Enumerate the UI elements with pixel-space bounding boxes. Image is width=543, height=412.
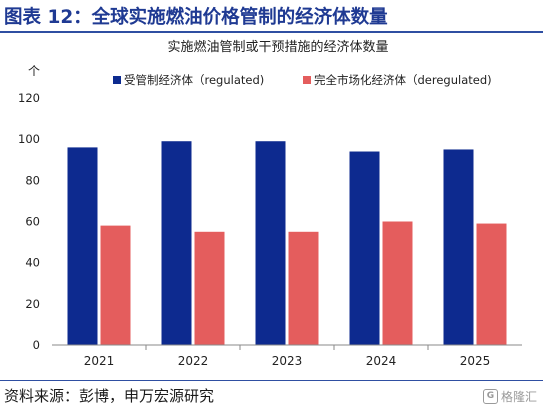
legend-swatch-regulated <box>113 76 121 84</box>
y-tick-label: 120 <box>18 91 40 105</box>
bar-deregulated-2024 <box>382 221 413 345</box>
title-divider <box>0 31 543 33</box>
legend: 受管制经济体（regulated) 完全市场化经济体（deregulated) <box>113 73 492 87</box>
source-divider <box>0 380 543 381</box>
watermark-text: 格隆汇 <box>500 390 537 404</box>
bar-regulated-2022 <box>161 141 192 345</box>
y-tick-label: 60 <box>25 215 40 229</box>
y-axis-unit: 个 <box>28 64 40 78</box>
figure-title: 图表 12：全球实施燃油价格管制的经济体数量 <box>4 7 388 28</box>
bar-regulated-2021 <box>67 147 98 345</box>
chart-title: 实施燃油管制或干预措施的经济体数量 <box>167 39 388 55</box>
legend-label-deregulated: 完全市场化经济体（deregulated) <box>314 73 492 87</box>
x-tick-label: 2025 <box>460 354 491 368</box>
bar-deregulated-2021 <box>100 225 131 345</box>
y-tick-label: 20 <box>25 297 40 311</box>
x-tick-label: 2024 <box>366 354 397 368</box>
bar-regulated-2024 <box>349 151 380 345</box>
watermark-logo-icon: G <box>482 389 498 404</box>
x-tick-label: 2021 <box>84 354 115 368</box>
bar-regulated-2023 <box>255 141 286 345</box>
watermark: G 格隆汇 <box>482 388 537 405</box>
x-axis: 2021 2022 2023 2024 2025 <box>84 345 491 368</box>
bar-deregulated-2025 <box>476 223 507 345</box>
legend-label-regulated: 受管制经济体（regulated) <box>124 73 264 87</box>
y-tick-label: 40 <box>25 256 40 270</box>
bar-chart: 实施燃油管制或干预措施的经济体数量 个 受管制经济体（regulated) 完全… <box>18 39 522 368</box>
bars <box>67 141 507 345</box>
y-tick-label: 0 <box>33 338 40 352</box>
source-note: 资料来源：彭博，申万宏源研究 <box>4 387 215 405</box>
bar-regulated-2025 <box>443 149 474 345</box>
y-tick-label: 80 <box>25 173 40 187</box>
bar-deregulated-2022 <box>194 231 225 345</box>
x-tick-label: 2022 <box>178 354 209 368</box>
legend-swatch-deregulated <box>303 76 311 84</box>
y-axis: 0 20 40 60 80 100 120 <box>18 91 40 352</box>
y-tick-label: 100 <box>18 132 40 146</box>
x-tick-label: 2023 <box>272 354 303 368</box>
bar-deregulated-2023 <box>288 231 319 345</box>
